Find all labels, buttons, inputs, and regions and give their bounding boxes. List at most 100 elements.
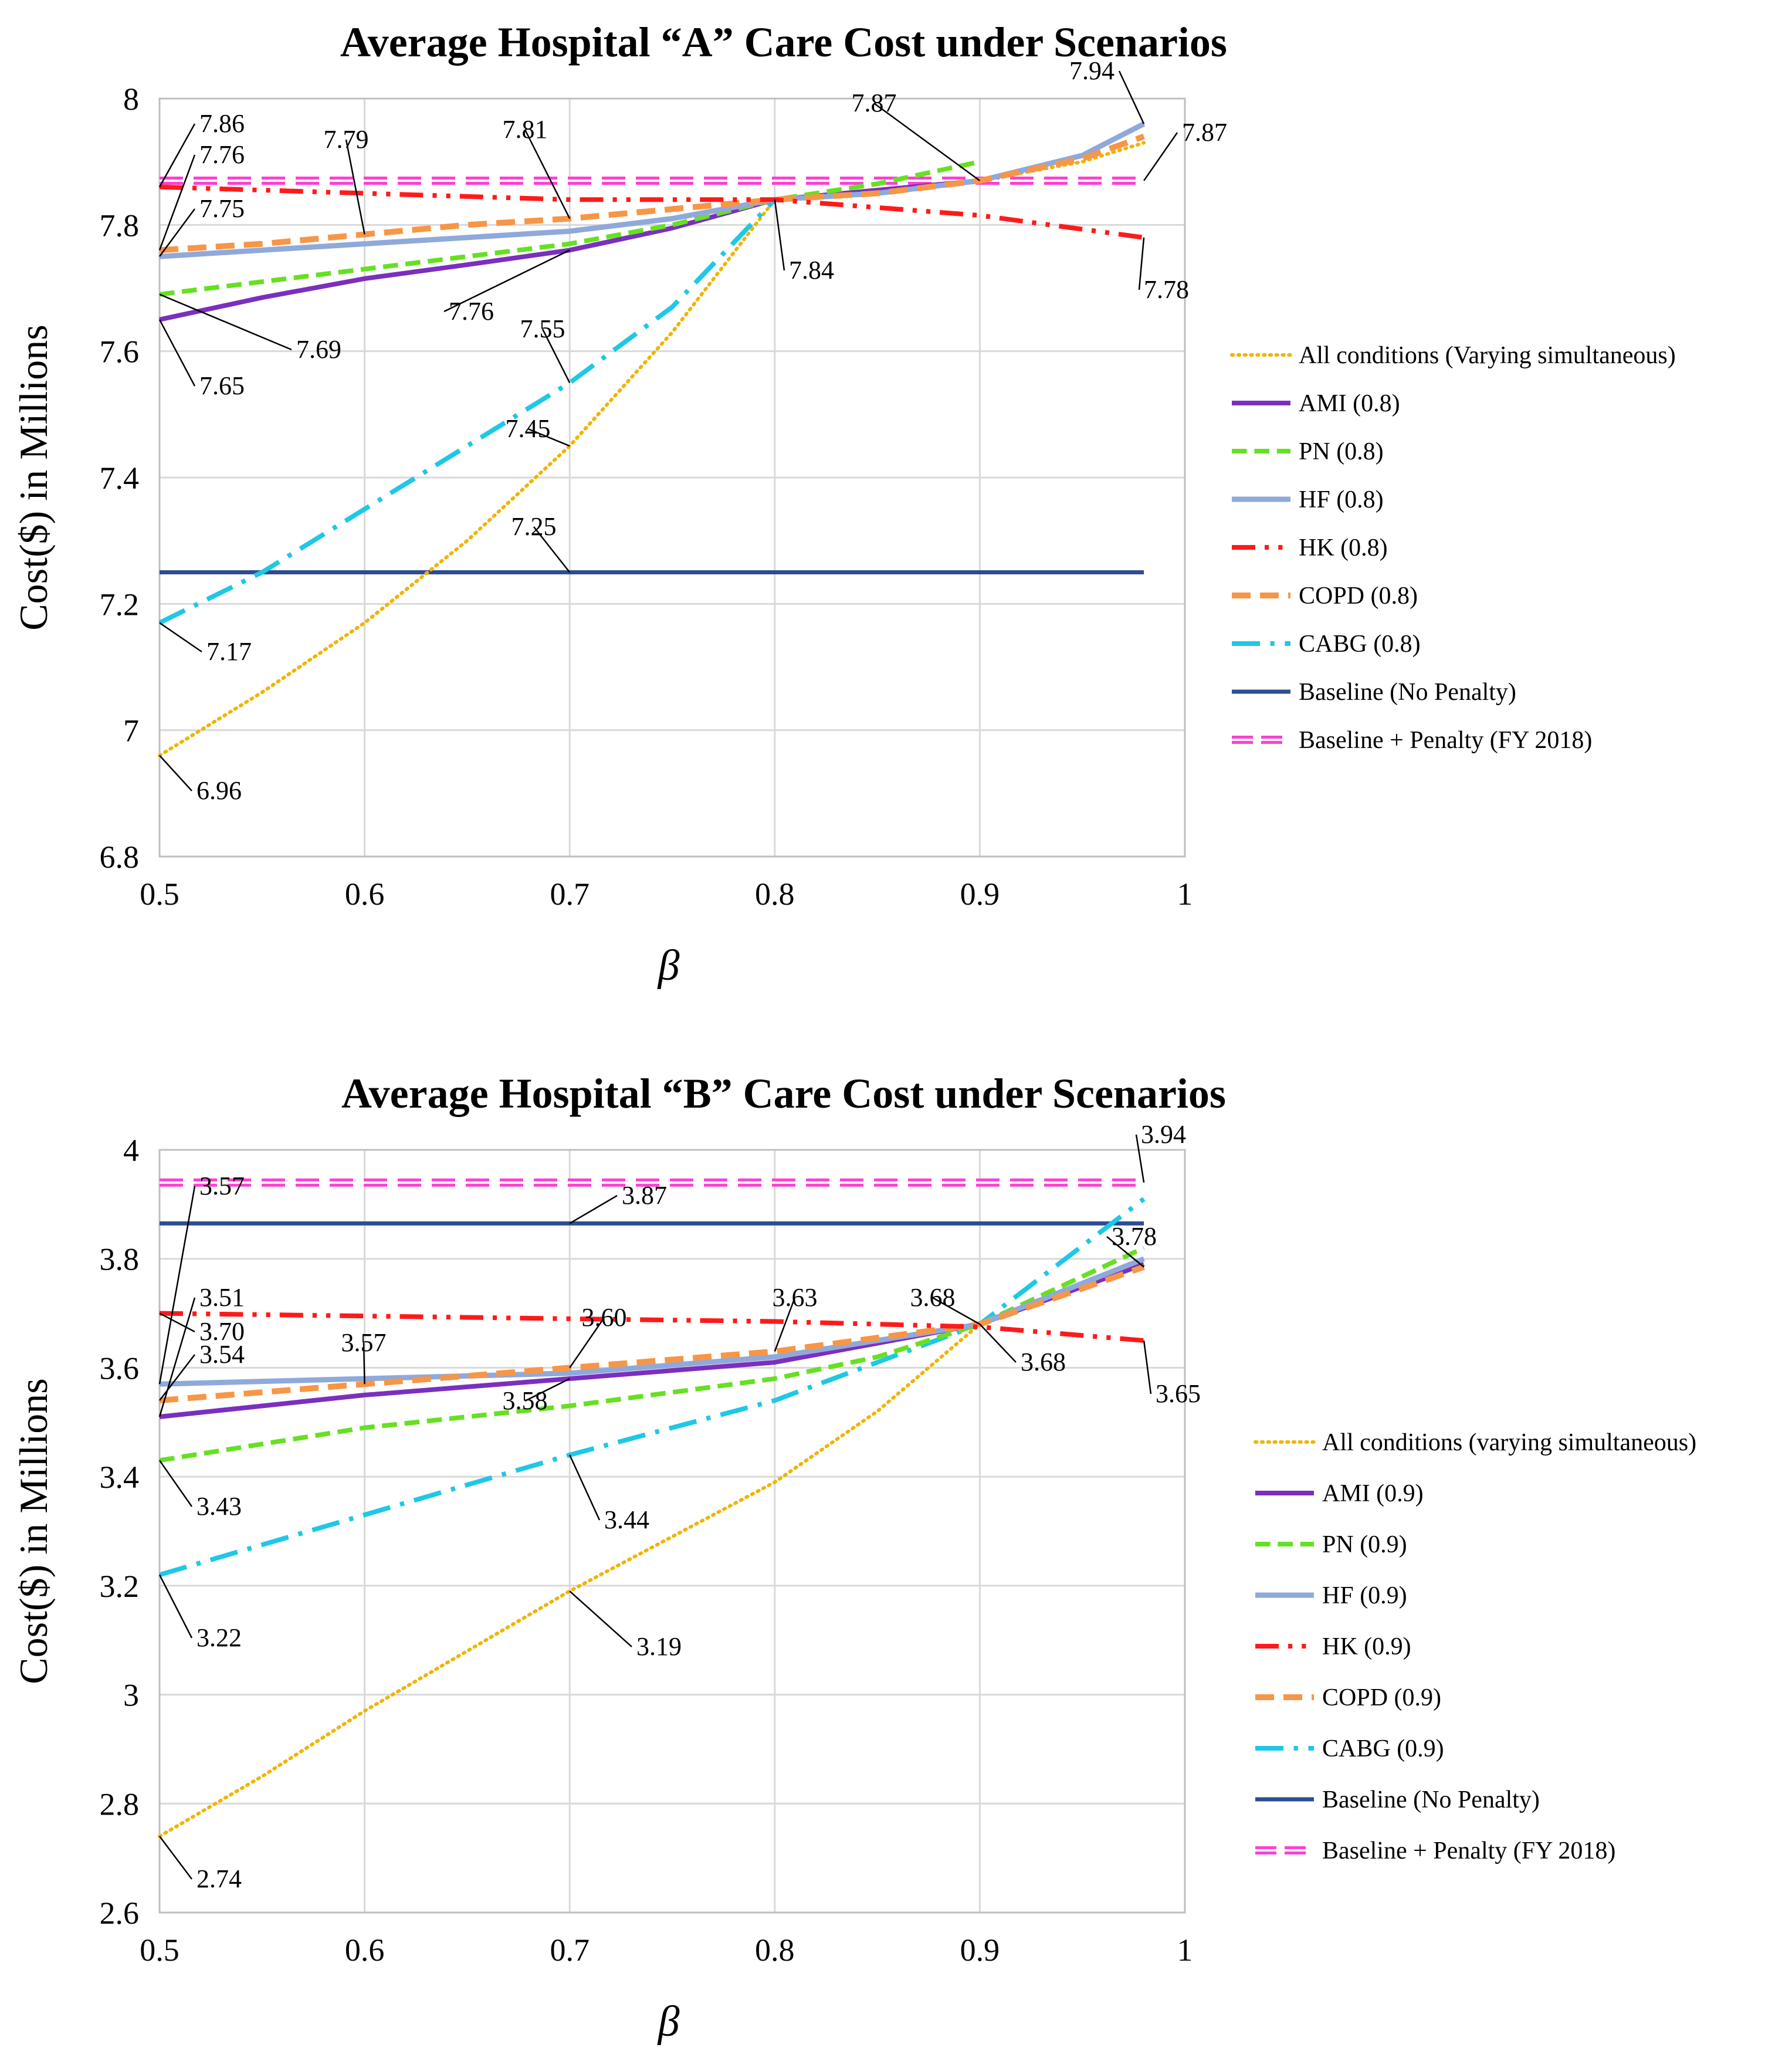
series-group: [158, 121, 1146, 757]
chart-hospital-a: Average Hospital “A” Care Cost under Sce…: [11, 19, 1676, 990]
label-leader-line: [932, 1297, 981, 1325]
x-tick-label: 0.7: [550, 876, 590, 912]
y-tick-label: 7.8: [100, 208, 140, 243]
label-leader-line: [159, 1836, 192, 1880]
series-group: [158, 1178, 1146, 1838]
data-label: 7.87: [852, 89, 897, 117]
label-leader-line: [1143, 1340, 1152, 1395]
data-label: 7.65: [199, 371, 245, 400]
y-tick-label: 3.4: [100, 1460, 140, 1495]
legend-label: All conditions (Varying simultaneous): [1299, 342, 1676, 369]
y-tick-label: 6.8: [100, 840, 140, 875]
y-tick-label: 2.6: [100, 1896, 140, 1931]
x-tick-label: 0.8: [755, 1932, 795, 1968]
legend-label: HF (0.8): [1299, 486, 1384, 513]
data-label: 7.87: [1182, 118, 1227, 147]
y-axis-label: Cost($) in Millions: [11, 324, 56, 630]
data-label: 7.81: [503, 115, 548, 144]
data-label: 7.45: [506, 414, 551, 443]
x-tick-label: 0.9: [960, 1932, 1000, 1968]
legend-label: COPD (0.9): [1322, 1684, 1441, 1711]
data-labels: 7.867.767.757.79 7.817.877.947.877.847.78…: [158, 56, 1227, 805]
y-tick-label: 7.2: [100, 587, 140, 622]
legend-label: AMI (0.8): [1299, 390, 1400, 417]
label-leader-line: [158, 1186, 196, 1385]
legend-label: PN (0.9): [1322, 1531, 1407, 1558]
legend-label: Baseline (No Penalty): [1299, 679, 1516, 706]
y-tick-label: 7.4: [100, 461, 140, 496]
series-line-all-conditions-varying-simultaneous: [158, 1322, 982, 1838]
plot-area: [158, 1149, 1186, 1914]
label-leader-line: [569, 1317, 605, 1369]
data-label: 3.43: [197, 1492, 242, 1521]
series-line-hk-0-9: [159, 1311, 1144, 1343]
y-tick-label: 7.6: [100, 334, 140, 370]
data-label: 3.19: [636, 1632, 682, 1661]
label-leader-line: [1106, 1236, 1144, 1268]
chart-title: Average Hospital “A” Care Cost under Sce…: [340, 19, 1227, 66]
data-labels: 3.57 3.51 3.703.54 3.57 3.60 3.63 3.68 3.68 3.87…: [158, 1120, 1201, 1893]
label-leader-line: [158, 1460, 193, 1507]
legend: All conditions (varying simultaneous) AMI…: [1254, 1429, 1696, 1864]
label-leader-line: [159, 1312, 195, 1333]
series-line-cabg-0-9: [158, 1197, 1146, 1578]
label-leader-line: [443, 249, 570, 313]
data-label: 6.96: [197, 776, 242, 805]
label-leader-line: [873, 102, 981, 181]
data-label: 3.63: [773, 1283, 818, 1312]
label-leader-line: [524, 129, 571, 219]
x-tick-label: 0.6: [345, 876, 385, 912]
legend-label: COPD (0.8): [1299, 583, 1418, 610]
label-leader-line: [158, 1574, 193, 1639]
data-label: 7.86: [199, 109, 245, 138]
x-tick-label: 0.6: [345, 1932, 385, 1968]
series-line-hf-0-8: [159, 121, 1146, 259]
data-label: 3.60: [582, 1303, 627, 1332]
chart-hospital-b: Average Hospital “B” Care Cost under Sce…: [11, 1070, 1696, 2046]
legend-label: HK (0.9): [1322, 1633, 1411, 1660]
data-label: 3.65: [1156, 1379, 1201, 1408]
data-label: 7.69: [296, 335, 341, 364]
data-label: 3.58: [503, 1386, 548, 1415]
data-label: 3.51: [199, 1283, 245, 1312]
label-leader-line: [527, 428, 570, 447]
data-label: 3.57: [199, 1172, 245, 1200]
legend-label: Baseline + Penalty (FY 2018): [1299, 727, 1592, 754]
data-label: 3.22: [197, 1623, 242, 1652]
label-leader-line: [774, 199, 785, 271]
data-label: 7.25: [511, 512, 557, 541]
data-label: 3.68: [910, 1283, 956, 1312]
data-label: 3.54: [199, 1340, 245, 1369]
data-label: 3.94: [1141, 1120, 1186, 1149]
legend-label: CABG (0.9): [1322, 1735, 1444, 1762]
x-axis-label: β: [657, 1998, 680, 2046]
label-leader-line: [1143, 132, 1178, 181]
legend-label: HK (0.8): [1299, 534, 1388, 561]
gridlines: [158, 97, 1186, 858]
y-tick-label: 7: [123, 713, 139, 749]
series-line-pn-0-9: [159, 1245, 1145, 1463]
y-tick-label: 3.6: [100, 1351, 140, 1386]
label-leader-line: [345, 139, 365, 235]
legend-label: CABG (0.8): [1299, 631, 1421, 658]
x-tick-label: 0.5: [140, 876, 179, 912]
series-line-copd-0-8: [159, 133, 1145, 253]
y-tick-label: 2.8: [100, 1786, 140, 1822]
label-leader-line: [524, 1377, 570, 1402]
y-tick-label: 3: [123, 1678, 139, 1713]
legend-label: HF (0.9): [1322, 1582, 1407, 1609]
series-line-copd-0-9: [159, 1264, 1145, 1404]
label-leader-line: [159, 293, 292, 351]
legend-label: AMI (0.9): [1322, 1480, 1424, 1507]
label-leader-line: [1135, 1134, 1145, 1183]
data-label: 7.79: [324, 125, 369, 154]
legend: All conditions (Varying simultaneous) AMI…: [1230, 342, 1676, 754]
label-leader-line: [158, 123, 196, 188]
x-tick-label: 0.7: [550, 1932, 590, 1968]
series-line-pn-0-8: [159, 159, 981, 297]
data-label: 7.76: [449, 297, 494, 326]
data-label: 7.94: [1069, 56, 1115, 85]
label-leader-line: [158, 154, 196, 251]
data-label: 7.76: [199, 140, 245, 169]
